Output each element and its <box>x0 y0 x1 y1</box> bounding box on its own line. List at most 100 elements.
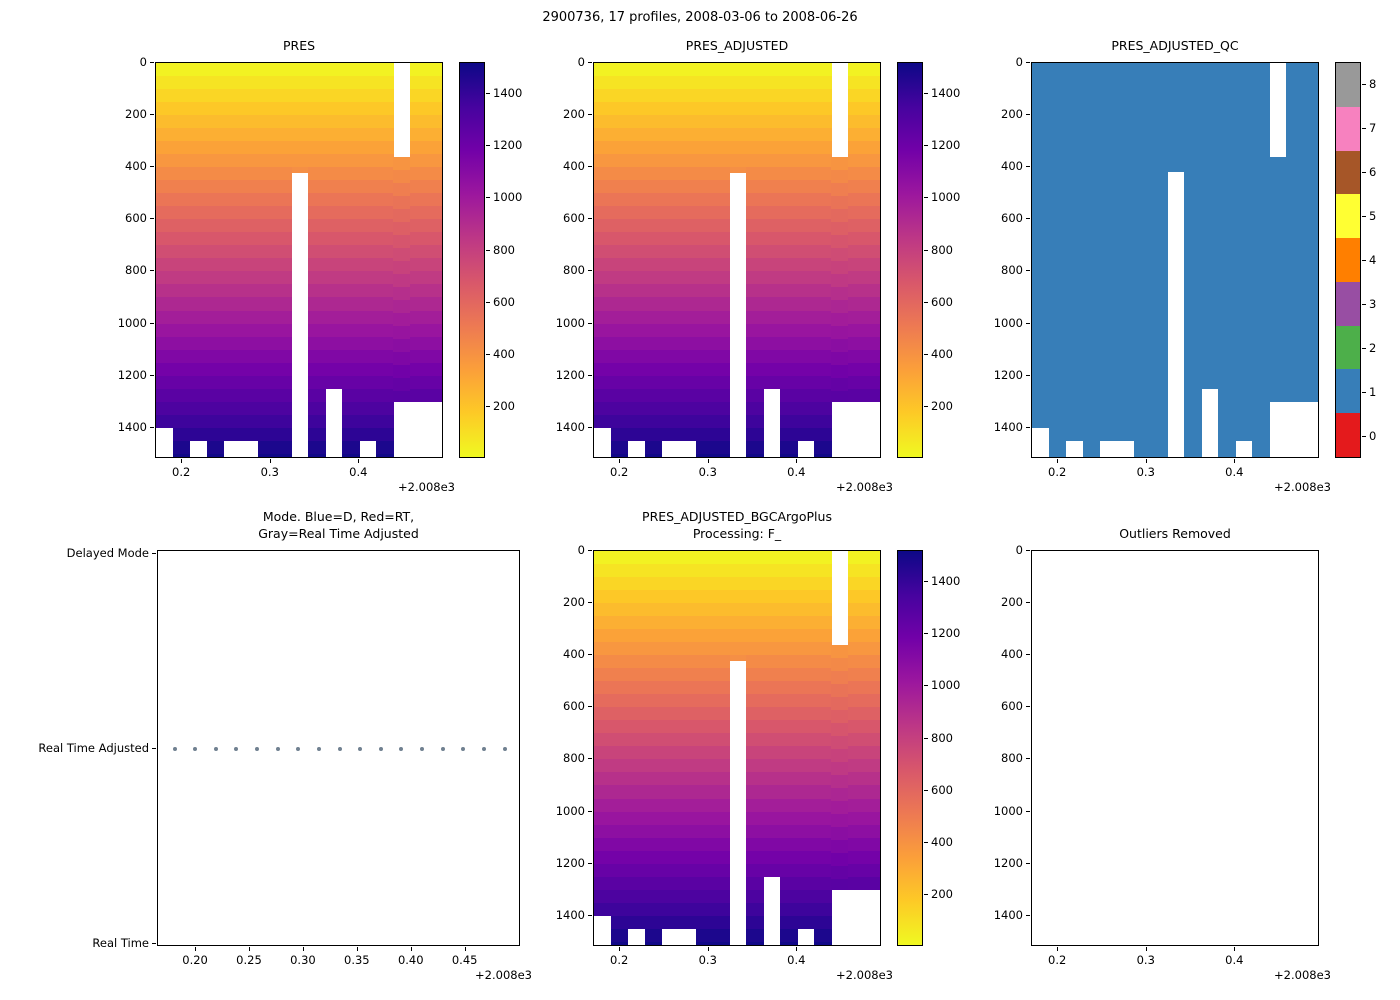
heatmap-cell <box>678 258 697 273</box>
y-tick-label: 1400 <box>117 419 147 434</box>
heatmap-cell <box>678 336 697 351</box>
heatmap-cell <box>610 655 629 669</box>
heatmap-cell <box>712 915 731 930</box>
heatmap-cell <box>695 707 714 721</box>
heatmap-cell <box>257 89 276 103</box>
heatmap-cell <box>594 219 612 233</box>
mode-scatter-dot <box>461 747 466 751</box>
x-tick <box>707 459 709 463</box>
heatmap-cell <box>848 336 866 351</box>
heatmap-cell <box>627 427 646 442</box>
colorbar-tick <box>486 249 490 251</box>
heatmap-cell <box>206 245 225 259</box>
heatmap-cell <box>746 707 764 721</box>
heatmap-cell <box>780 219 798 233</box>
heatmap-cell <box>814 629 832 643</box>
heatmap-cell <box>240 414 259 429</box>
heatmap-cell <box>746 928 764 943</box>
heatmap-cell <box>342 245 360 259</box>
heatmap-cell <box>627 876 646 891</box>
heatmap-cell <box>257 336 276 351</box>
heatmap-cell <box>678 902 697 917</box>
heatmap-cell <box>661 336 680 351</box>
heatmap-cell <box>274 453 293 457</box>
heatmap-cell <box>206 349 225 364</box>
heatmap-cell <box>308 284 326 299</box>
heatmap-cell <box>342 154 360 168</box>
heatmap-cell <box>223 219 242 233</box>
heatmap-cell <box>848 375 866 390</box>
heatmap-cell <box>695 798 714 813</box>
heatmap-cell <box>678 349 697 364</box>
heatmap-cell <box>376 427 394 442</box>
x-tick-label: 0.3 <box>698 953 717 967</box>
heatmap-cell <box>325 128 343 142</box>
heatmap-cell <box>746 720 764 734</box>
heatmap-cell <box>678 180 697 194</box>
x-tick-label: 0.2 <box>610 953 629 967</box>
heatmap-cell <box>240 375 259 390</box>
heatmap-cell <box>240 193 259 207</box>
heatmap-cell <box>594 102 612 116</box>
heatmap-cell <box>342 128 360 142</box>
heatmap-cell <box>797 427 815 442</box>
heatmap-cell <box>257 76 276 90</box>
y-tick-label: 800 <box>563 751 585 766</box>
heatmap-cell <box>342 310 360 325</box>
heatmap-cell <box>865 63 880 77</box>
heatmap-cell <box>763 310 781 325</box>
heatmap-cell <box>695 102 714 116</box>
heatmap-cell <box>831 182 849 197</box>
heatmap-cell <box>644 590 663 604</box>
y-tick <box>588 706 592 708</box>
qc-column <box>1303 63 1318 402</box>
heatmap-cell <box>223 297 242 312</box>
heatmap-cell <box>797 655 815 669</box>
heatmap-cell <box>797 245 815 259</box>
heatmap-cell <box>206 206 225 220</box>
heatmap-cell <box>661 258 680 273</box>
heatmap-cell <box>746 115 764 129</box>
mode-scatter-dot <box>255 747 259 751</box>
heatmap-cell <box>780 629 798 643</box>
heatmap-cell <box>780 551 798 565</box>
heatmap-cell <box>848 629 866 643</box>
heatmap-cell <box>156 388 174 403</box>
y-tick <box>150 270 154 272</box>
heatmap-cell <box>427 323 442 338</box>
heatmap-cell <box>712 323 731 338</box>
heatmap-cell <box>831 696 849 711</box>
heatmap-cell <box>695 928 714 943</box>
heatmap-cell <box>376 310 394 325</box>
heatmap-cell <box>610 167 629 181</box>
heatmap-cell <box>780 837 798 852</box>
heatmap-cell <box>763 102 781 116</box>
heatmap-cell <box>644 453 663 457</box>
heatmap-cell <box>610 89 629 103</box>
heatmap-cell <box>695 167 714 181</box>
heatmap-cell <box>410 271 428 286</box>
heatmap-cell <box>746 590 764 604</box>
heatmap-cell <box>594 388 612 403</box>
heatmap-cell <box>695 115 714 129</box>
heatmap-cell <box>678 798 697 813</box>
heatmap-cell <box>172 63 191 77</box>
heatmap-cell <box>831 287 849 301</box>
y-tick-label: 400 <box>1001 159 1023 174</box>
heatmap-cell <box>393 156 411 171</box>
heatmap-cell <box>780 401 798 416</box>
heatmap-cell <box>865 642 880 656</box>
heatmap-cell <box>156 206 174 220</box>
heatmap-cell <box>644 720 663 734</box>
heatmap-cell <box>274 258 293 273</box>
y-tick <box>588 218 592 220</box>
heatmap-cell <box>223 89 242 103</box>
category-label: Real Time <box>92 936 149 950</box>
colorbar-tick-label: 400 <box>493 346 515 361</box>
heatmap-cell <box>746 772 764 787</box>
heatmap-cell <box>376 362 394 377</box>
y-tick <box>150 114 154 116</box>
heatmap-cell <box>661 824 680 839</box>
heatmap-cell <box>780 746 798 761</box>
heatmap-cell <box>678 733 697 747</box>
